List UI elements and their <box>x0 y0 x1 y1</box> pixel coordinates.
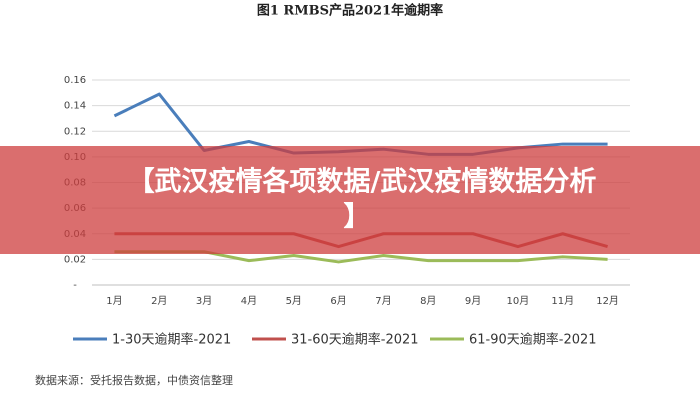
x-tick-label: 5月 <box>286 295 302 307</box>
banner-text: 】 <box>344 202 371 233</box>
y-tick-label: 0.16 <box>64 75 86 86</box>
x-tick-label: 10月 <box>507 295 530 307</box>
x-tick-label: 9月 <box>465 295 481 307</box>
x-tick-label: 2月 <box>151 295 167 307</box>
chart-title: 图1 RMBS产品2021年逾期率 <box>257 3 443 19</box>
y-tick-label: 0.02 <box>64 254 86 265</box>
x-tick-label: 11月 <box>551 295 574 307</box>
x-tick-label: 3月 <box>196 295 212 307</box>
banner-text: 【武汉疫情各项数据/武汉疫情数据分析 <box>128 166 597 198</box>
banner <box>0 146 700 254</box>
y-tick-label: 0.12 <box>64 126 86 137</box>
x-tick-label: 1月 <box>106 295 122 307</box>
legend-label: 61-90天逾期率-2021 <box>469 332 597 348</box>
x-tick-label: 7月 <box>375 295 391 307</box>
legend-label: 1-30天逾期率-2021 <box>112 332 231 348</box>
x-tick-label: 4月 <box>241 295 257 307</box>
legend-label: 31-60天逾期率-2021 <box>291 332 419 348</box>
x-tick-label: 12月 <box>596 295 619 307</box>
x-tick-label: 6月 <box>330 295 346 307</box>
y-tick-label: 0.14 <box>64 101 86 112</box>
x-tick-label: 8月 <box>420 295 436 307</box>
y-tick-label: - <box>73 280 77 291</box>
source-note: 数据来源：受托报告数据，中债资信整理 <box>35 373 233 387</box>
